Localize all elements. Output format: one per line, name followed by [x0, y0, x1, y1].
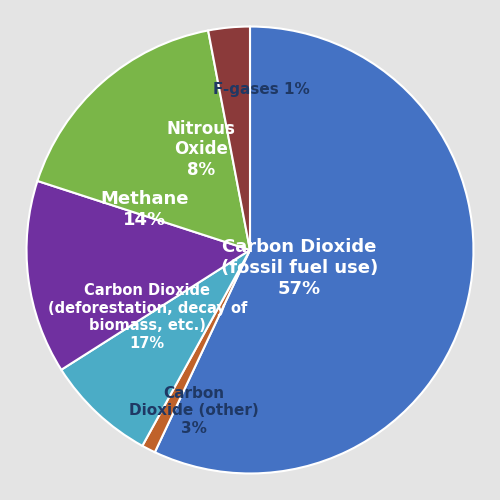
Wedge shape [208, 26, 250, 250]
Text: Carbon Dioxide
(deforestation, decay of
biomass, etc.)
17%: Carbon Dioxide (deforestation, decay of … [48, 284, 247, 350]
Text: Carbon
Dioxide (other)
3%: Carbon Dioxide (other) 3% [130, 386, 259, 436]
Text: Methane
14%: Methane 14% [100, 190, 189, 229]
Wedge shape [38, 30, 250, 250]
Wedge shape [26, 181, 250, 370]
Text: Nitrous
Oxide
8%: Nitrous Oxide 8% [166, 120, 235, 179]
Wedge shape [62, 250, 250, 446]
Text: Carbon Dioxide
(fossil fuel use)
57%: Carbon Dioxide (fossil fuel use) 57% [220, 238, 378, 298]
Wedge shape [155, 26, 474, 473]
Text: F-gases 1%: F-gases 1% [213, 82, 310, 96]
Wedge shape [142, 250, 250, 452]
